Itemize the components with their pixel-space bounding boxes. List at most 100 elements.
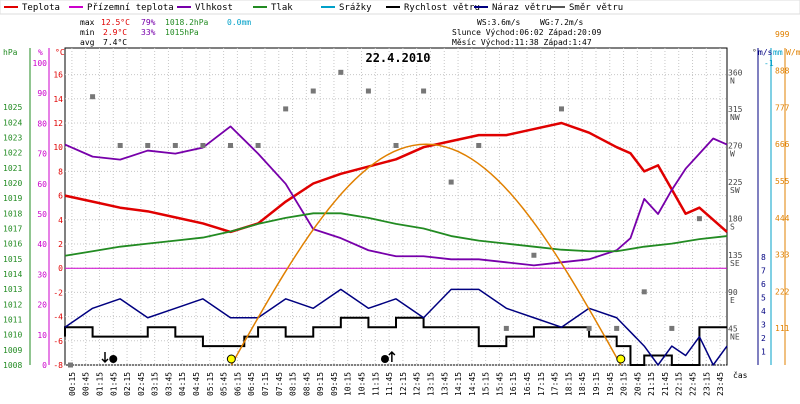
ms-tick-6: 2 [761,334,766,343]
stats-max-rain: 0.0mm [227,18,251,27]
x-tick-10: 05:15 [206,372,215,396]
x-tick-42: 21:15 [647,372,656,396]
unit-time: čas [733,370,748,380]
pct-tick-3: 30 [37,270,47,279]
x-tick-28: 14:15 [454,372,463,396]
x-tick-7: 03:45 [164,372,173,396]
dir-tick-7: 45 [728,324,738,333]
direction-point-10 [338,69,344,75]
unit-deg: ° [752,48,757,57]
solar-curve [230,143,622,366]
ms-tick-4: 4 [761,307,766,316]
direction-point-23 [696,216,702,222]
x-tick-31: 15:45 [495,372,504,396]
sun-marker-2 [226,354,236,364]
x-tick-15: 07:45 [275,372,284,396]
stats-sun: Slunce Východ:06:02 Západ:20:09 [452,28,601,37]
markers [101,350,626,364]
dir-label-1: NW [730,113,740,122]
temp-tick-0: -8 [53,361,63,370]
dir-label-0: N [730,76,735,85]
x-tick-22: 11:15 [371,372,380,396]
legend-label-6: Náraz větru [492,3,552,13]
x-tick-47: 23:45 [716,372,725,396]
axes: 1008100910101011101210131014101510161017… [3,30,790,396]
hpa-tick-15: 1023 [3,133,22,142]
series-5-line [64,316,727,366]
stats-max-temp: 12.5°C [101,18,130,27]
temp-tick-8: 8 [58,167,63,176]
dir-label-7: NE [730,332,740,341]
hpa-tick-6: 1014 [3,270,22,279]
plot-area [64,47,728,366]
wm2-tick-0: 999 [775,30,790,39]
x-tick-8: 04:15 [178,372,187,396]
dir-label-4: S [730,223,735,232]
x-tick-1: 00:45 [82,372,91,396]
hpa-tick-5: 1013 [3,285,22,294]
x-tick-27: 13:45 [440,372,449,396]
x-tick-18: 09:15 [316,372,325,396]
dir-tick-2: 270 [728,141,743,150]
x-tick-46: 23:15 [702,372,711,396]
x-tick-16: 08:15 [289,372,298,396]
dir-tick-0: 360 [728,68,743,77]
x-tick-25: 12:45 [413,372,422,396]
pct-tick-7: 70 [37,150,47,159]
hpa-tick-7: 1015 [3,255,22,264]
stats-max-label: max [80,18,95,27]
ms-tick-0: 8 [761,253,766,262]
x-tick-13: 06:45 [247,372,256,396]
direction-point-17 [531,252,537,258]
ms-tick-1: 7 [761,267,766,276]
x-tick-36: 18:15 [564,372,573,396]
x-tick-44: 22:15 [675,372,684,396]
direction-point-12 [393,142,399,148]
unit-ms: m/s [758,48,773,57]
pct-tick-6: 60 [37,180,47,189]
dir-tick-4: 180 [728,215,743,224]
x-tick-37: 18:45 [578,372,587,396]
x-tick-20: 10:15 [344,372,353,396]
x-tick-29: 14:45 [468,372,477,396]
ms-tick-5: 3 [761,321,766,330]
temp-tick-6: 4 [58,216,63,225]
hpa-tick-9: 1017 [3,224,22,233]
direction-point-20 [614,325,620,331]
x-tick-23: 11:45 [385,372,394,396]
direction-point-14 [448,179,454,185]
direction-point-16 [503,325,509,331]
x-tick-30: 15:15 [482,372,491,396]
unit-hpa: hPa [3,48,18,57]
stats-min-press: 1015hPa [165,28,199,37]
temp-tick-11: 14 [53,95,63,104]
stats-min-label: min [80,28,95,37]
pct-tick-2: 20 [37,301,47,310]
pct-tick-9: 90 [37,89,47,98]
direction-point-19 [586,325,592,331]
x-tick-40: 20:15 [620,372,629,396]
x-tick-45: 22:45 [689,372,698,396]
unit-pct: % [38,48,43,57]
wm2-tick-2: 777 [775,103,790,112]
pct-tick-0: 0 [42,361,47,370]
x-tick-4: 02:15 [123,372,132,396]
ms-tick-3: 5 [761,294,766,303]
x-tick-0: 00:15 [68,372,77,396]
x-tick-11: 05:45 [220,372,229,396]
legend-label-5: Rychlost větru [404,3,480,13]
direction-point-9 [310,88,316,94]
direction-point-21 [641,289,647,295]
series-3-line [64,212,728,257]
legend-label-3: Tlak [271,3,293,13]
ms-tick-2: 6 [761,280,766,289]
x-tick-39: 19:45 [606,372,615,396]
hpa-tick-12: 1020 [3,179,22,188]
pct-tick-10: 100 [33,59,48,68]
x-tick-33: 16:45 [523,372,532,396]
stats-max-hum: 79% [141,18,156,27]
direction-point-8 [283,106,289,112]
direction-point-5 [200,142,206,148]
direction-point-22 [669,325,675,331]
x-tick-34: 17:15 [537,372,546,396]
